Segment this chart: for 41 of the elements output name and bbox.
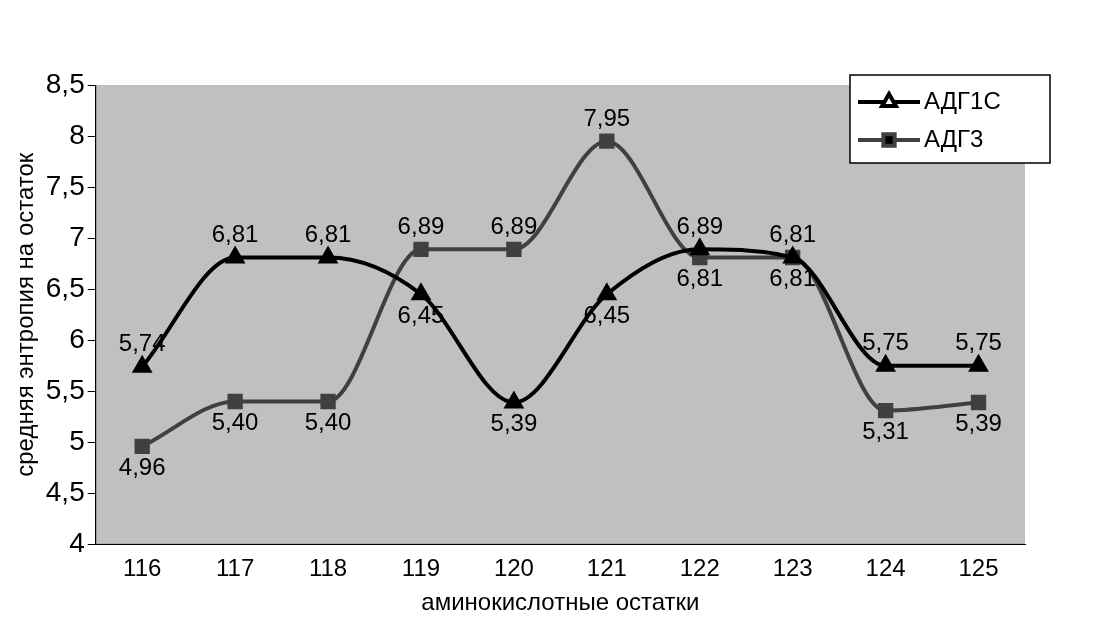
- x-tick-label: 123: [772, 554, 813, 582]
- legend-label: АДГ3: [924, 124, 984, 152]
- x-tick-label: 125: [958, 554, 999, 582]
- y-tick-label: 4,5: [45, 476, 85, 508]
- data-label: 5,40: [211, 408, 259, 436]
- x-tick-label: 116: [123, 554, 162, 582]
- x-tick-label: 122: [679, 554, 720, 582]
- y-tick-label: 6,5: [45, 271, 85, 303]
- data-label: 5,31: [862, 417, 909, 445]
- y-tick-label: 5: [69, 425, 85, 457]
- y-tick-label: 8,5: [45, 67, 85, 99]
- data-label: 6,81: [676, 264, 724, 292]
- y-tick-label: 4: [69, 527, 85, 559]
- data-label: 6,81: [769, 264, 817, 292]
- data-label: 5,39: [490, 409, 538, 437]
- y-tick-label: 7,5: [45, 169, 85, 201]
- legend-label: АДГ1С: [924, 86, 1001, 114]
- y-tick-label: 7: [69, 220, 85, 252]
- x-tick-label: 118: [308, 554, 348, 582]
- data-label: 4,96: [118, 453, 166, 481]
- data-label: 5,75: [862, 328, 909, 356]
- y-tick-label: 5,5: [45, 373, 85, 405]
- data-label: 6,89: [676, 211, 724, 239]
- y-tick-label: 8: [69, 118, 85, 150]
- x-tick-label: 120: [493, 554, 534, 582]
- x-tick-label: 121: [586, 554, 627, 582]
- x-axis-title: аминокислотные остатки: [421, 588, 700, 616]
- x-tick-label: 124: [865, 554, 906, 582]
- data-label: 7,95: [583, 103, 631, 131]
- x-tick-label: 119: [401, 554, 441, 582]
- y-tick-label: 6: [69, 322, 85, 354]
- data-label: 6,89: [490, 211, 538, 239]
- data-label: 6,89: [397, 211, 445, 239]
- y-axis-title: средняя энтропия на остаток: [11, 152, 39, 477]
- data-label: 5,40: [304, 408, 352, 436]
- data-label: 5,39: [955, 409, 1002, 437]
- data-label: 6,81: [304, 220, 352, 248]
- data-label: 6,81: [769, 220, 817, 248]
- x-tick-label: 117: [215, 554, 255, 582]
- data-label: 5,75: [955, 328, 1002, 356]
- data-label: 6,81: [211, 220, 259, 248]
